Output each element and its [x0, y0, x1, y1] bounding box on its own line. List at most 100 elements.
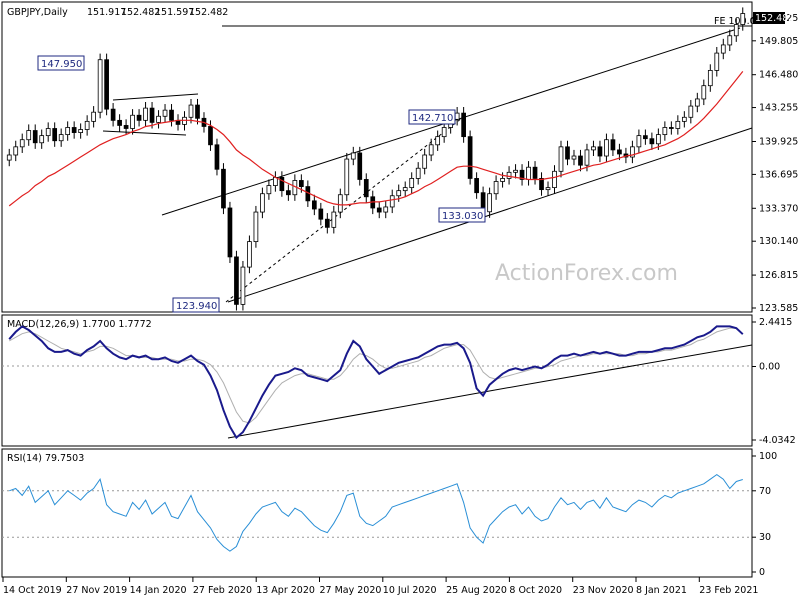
candle-body [402, 187, 408, 192]
price-ytick-label: 139.925 [759, 136, 798, 147]
candle-body [195, 104, 200, 119]
price-candles [6, 7, 746, 311]
candle-body [656, 134, 661, 145]
rsi-yaxis: 100 70 30 0 [2, 451, 777, 578]
candle-body [681, 116, 687, 122]
candle-body [506, 171, 512, 179]
rsi-panel-frame [1, 448, 753, 578]
candle-body [208, 126, 213, 146]
candle-body [130, 114, 135, 129]
candle-body [363, 179, 369, 198]
fe-annotation: FE 100.0 [714, 16, 756, 27]
candle-body [84, 120, 90, 130]
candle-body [740, 13, 746, 25]
candle-body [324, 218, 330, 228]
projection-dashed-line [225, 117, 463, 303]
candle-body [733, 24, 739, 37]
candle-body [714, 52, 720, 71]
candle-body [558, 146, 564, 172]
consolidation-top-line [112, 93, 199, 101]
candle-body [396, 190, 402, 197]
x-tick-label: 27 Feb 2020 [193, 585, 252, 596]
candle-body [117, 119, 122, 126]
x-tick-label: 25 Aug 2020 [446, 585, 507, 596]
candle-body [188, 104, 194, 118]
x-tick-label: 10 Jul 2020 [383, 585, 437, 596]
x-tick-label: 14 Oct 2019 [3, 585, 62, 596]
x-tick-label: 14 Jan 2020 [130, 585, 187, 596]
rsi-ytick-label: 100 [759, 451, 777, 462]
macd-ytick-label: 0.00 [759, 361, 780, 372]
candle-body [260, 193, 265, 213]
candle-body [688, 105, 694, 118]
label-133030-text: 133.030 [442, 211, 483, 222]
candle-body [383, 206, 389, 213]
candle-body [565, 146, 570, 160]
label-142710-text: 142.710 [412, 113, 453, 124]
candle-body [545, 187, 551, 191]
candle-body [669, 127, 674, 129]
macd-trend-lower [227, 389, 496, 439]
candle-body [227, 207, 233, 258]
candle-body [52, 128, 58, 142]
candle-body [415, 167, 421, 179]
candle-body [597, 146, 603, 157]
candle-body [552, 170, 557, 189]
price-ytick-label: 130.140 [759, 236, 798, 247]
candle-body [162, 109, 168, 117]
candle-body [493, 181, 499, 195]
candle-body [214, 144, 220, 170]
price-ytick-label: 126.815 [759, 270, 798, 281]
candle-body [636, 135, 642, 148]
last-price-tag-bg [753, 12, 785, 24]
candle-body [610, 139, 616, 151]
candle-body [409, 178, 415, 189]
candle-body [104, 59, 109, 110]
candle-body [604, 139, 609, 157]
candle-body [707, 70, 713, 87]
candle-body [441, 127, 447, 138]
x-tick-label: 13 Apr 2020 [256, 585, 315, 596]
candle-body [299, 180, 304, 187]
macd-signal-line [8, 327, 744, 424]
price-ytick-label: 136.695 [759, 169, 798, 180]
x-tick-label: 23 Feb 2021 [699, 585, 758, 596]
macd-panel-frame [1, 314, 753, 447]
candle-body [532, 166, 538, 179]
price-ohlc-open: 151.917 [87, 7, 126, 18]
candle-body [253, 211, 259, 243]
macd-main-line [8, 325, 744, 440]
candle-body [143, 107, 148, 121]
candle-body [591, 146, 596, 151]
label-133030: 133.030 [438, 207, 486, 223]
candle-body [487, 193, 492, 213]
moving-average-line [8, 71, 744, 207]
candle-body [71, 127, 77, 133]
price-panel-frame [1, 1, 753, 313]
price-ytick-label: 143.255 [759, 103, 798, 114]
x-tick-label: 8 Jan 2021 [636, 585, 687, 596]
label-123940: 123.940 [172, 297, 220, 313]
candle-body [422, 154, 428, 169]
label-142710: 142.710 [408, 109, 456, 125]
x-tick-label: 27 Nov 2019 [66, 585, 127, 596]
candle-body [578, 155, 583, 166]
candle-body [318, 208, 324, 220]
price-ytick-label: 149.805 [759, 36, 798, 47]
last-price-tag: 152.482 [755, 13, 794, 24]
price-ohlc-low: 151.597 [155, 7, 194, 18]
candle-body [156, 115, 161, 123]
price-header: GBPJPY,Daily [7, 7, 68, 18]
candle-body [435, 136, 441, 146]
candle-body [675, 120, 681, 129]
candle-body [279, 177, 285, 192]
candle-body [266, 185, 272, 195]
candle-body [221, 168, 226, 209]
candle-body [454, 112, 460, 120]
x-tick-label: 27 May 2020 [320, 585, 382, 596]
price-ytick-label: 123.585 [759, 303, 798, 314]
label-147950-text: 147.950 [41, 59, 82, 70]
candle-body [389, 195, 395, 208]
candle-body [331, 211, 337, 228]
